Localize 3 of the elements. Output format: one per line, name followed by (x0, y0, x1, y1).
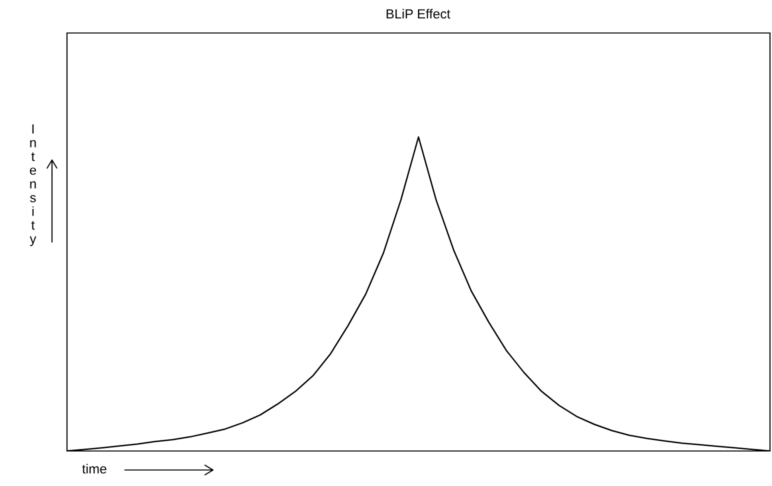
chart-title: BLiP Effect (386, 8, 450, 19)
x-axis-title: time (82, 464, 106, 474)
text: Intensity (30, 124, 36, 246)
